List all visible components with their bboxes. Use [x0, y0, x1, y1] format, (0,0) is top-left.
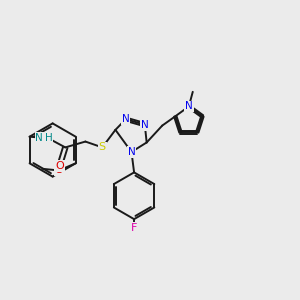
Text: H: H: [44, 133, 52, 143]
Text: N: N: [122, 114, 130, 124]
Text: O: O: [54, 165, 63, 176]
Text: N: N: [128, 147, 135, 157]
Text: N: N: [141, 120, 149, 130]
Text: O: O: [55, 161, 64, 171]
Text: N: N: [185, 101, 193, 111]
Text: S: S: [99, 142, 106, 152]
Text: N: N: [35, 133, 43, 143]
Text: F: F: [131, 223, 137, 233]
